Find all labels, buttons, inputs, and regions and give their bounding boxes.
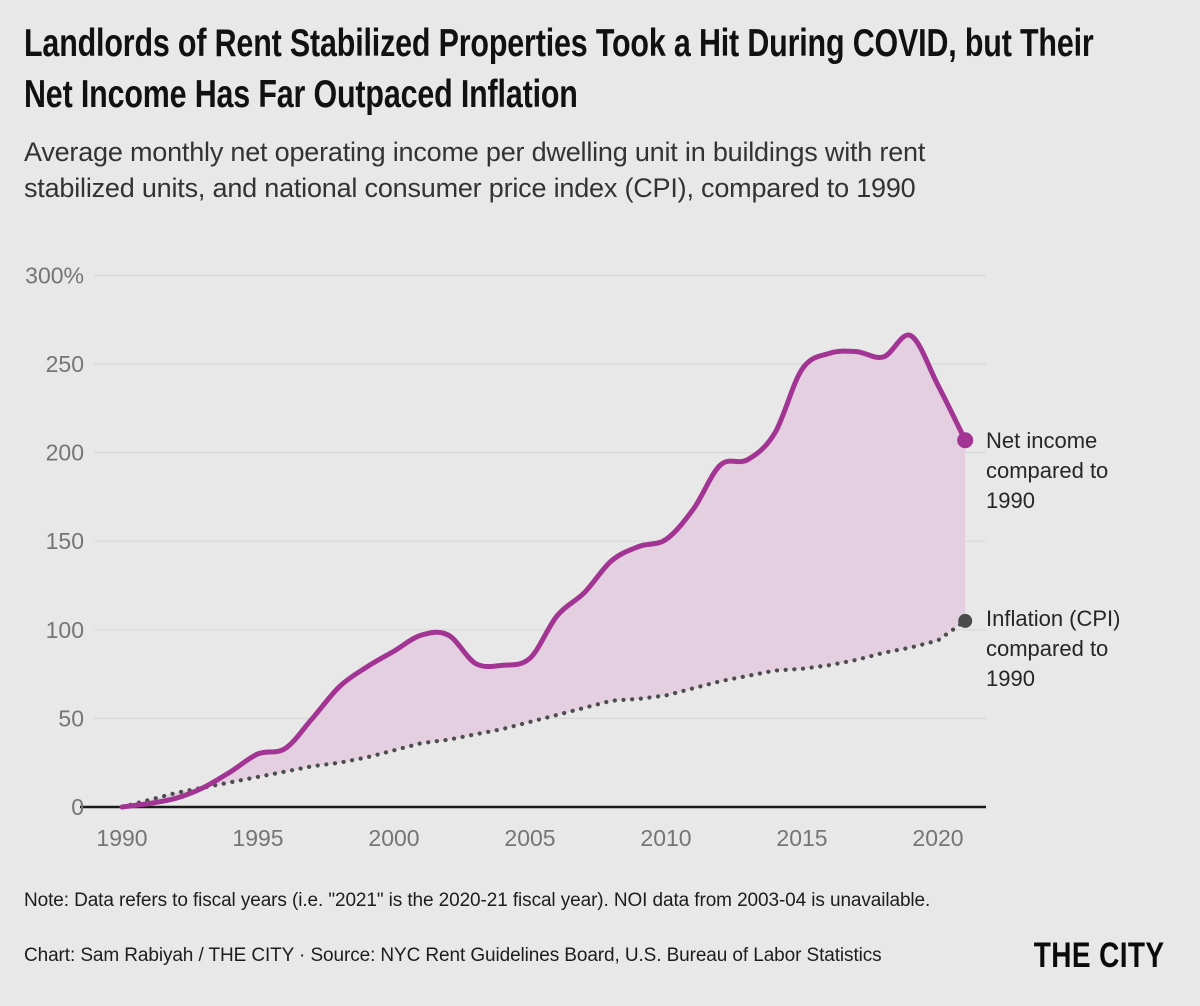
chart-subtitle: Average monthly net operating income per… xyxy=(24,137,926,203)
x-tick-label: 1990 xyxy=(96,825,147,851)
chart-area: 0 50 100 150 200 250 300% 1990 1995 2000 2005 2010 2… xyxy=(0,240,1200,890)
chart-svg: 0 50 100 150 200 250 300% 1990 1995 2000 2005 2010 2… xyxy=(25,262,986,851)
y-tick-label: 50 xyxy=(58,705,84,731)
credit-row: Chart: Sam Rabiyah / THE CITY · Source: … xyxy=(24,936,1164,976)
inflation-cpi-series-label: Inflation (CPI) compared to 1990 xyxy=(986,606,1121,691)
x-tick-label: 2010 xyxy=(640,825,691,851)
net-income-series-label: Net income compared to 1990 xyxy=(986,428,1109,513)
x-tick-label: 1995 xyxy=(232,825,283,851)
cpi-end-dot xyxy=(958,613,973,628)
y-tick-label: 100 xyxy=(46,617,84,643)
y-tick-label: 250 xyxy=(46,351,84,377)
net-income-end-dot xyxy=(957,432,974,449)
x-tick-label: 2005 xyxy=(504,825,555,851)
y-tick-label: 0 xyxy=(71,794,84,820)
x-tick-label: 2015 xyxy=(776,825,827,851)
net-income-line xyxy=(119,332,968,810)
credit-line: Chart: Sam Rabiyah / THE CITY · Source: … xyxy=(24,945,882,966)
x-tick-label: 2020 xyxy=(912,825,963,851)
y-tick-label: 200 xyxy=(46,440,84,466)
y-tick-label: 300% xyxy=(25,262,84,288)
area-between-series xyxy=(122,334,966,807)
chart-title: Landlords of Rent Stabilized Properties … xyxy=(24,22,1094,116)
footnote: Note: Data refers to fiscal years (i.e. … xyxy=(24,890,931,911)
the-city-logo: THE CITY xyxy=(1033,936,1164,975)
x-tick-label: 2000 xyxy=(368,825,419,851)
y-tick-label: 150 xyxy=(46,528,84,554)
